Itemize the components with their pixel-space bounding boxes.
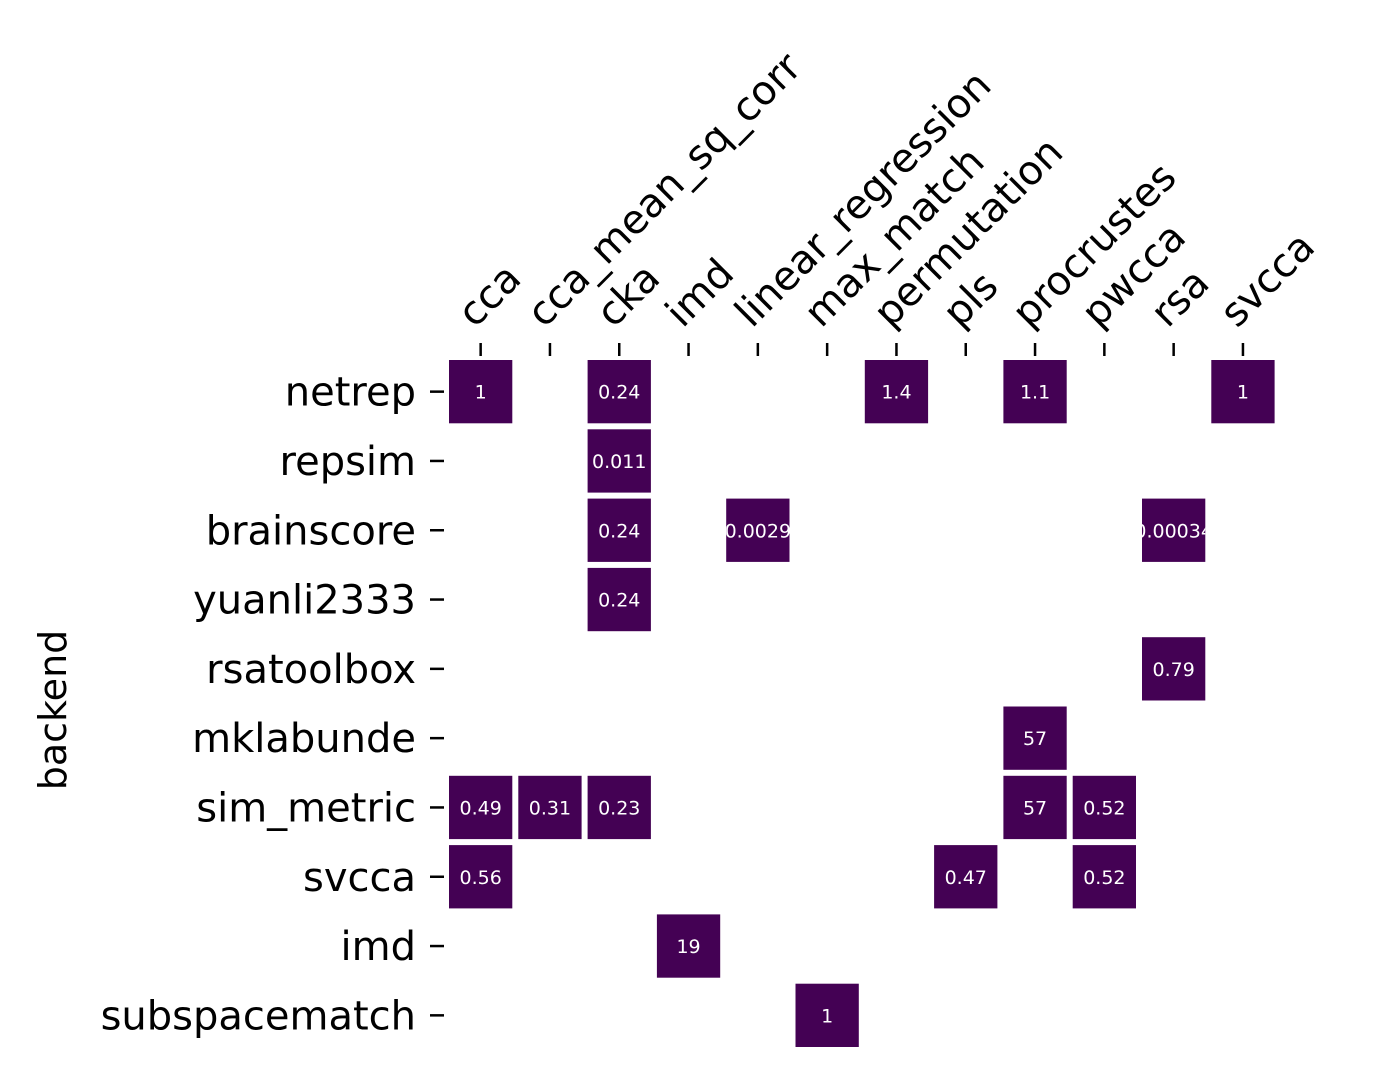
y-tick-label-netrep: netrep bbox=[285, 370, 416, 416]
heatmap-cell-value: 1 bbox=[475, 382, 487, 404]
heatmap-cell-netrep-procrustes: 1.1 bbox=[1003, 360, 1066, 423]
y-tick-label-mklabunde: mklabunde bbox=[192, 716, 416, 762]
heatmap-cell-value: 0.00034 bbox=[1134, 520, 1213, 542]
heatmap-cell-value: 0.24 bbox=[598, 520, 640, 542]
heatmap-cell-mklabunde-procrustes: 57 bbox=[1003, 707, 1066, 770]
heatmap-cell-value: 19 bbox=[676, 936, 700, 958]
heatmap-cell-imd-imd: 19 bbox=[657, 914, 720, 977]
heatmap-cell-rsatoolbox-rsa: 0.79 bbox=[1142, 637, 1205, 700]
y-tick-label-yuanli2333: yuanli2333 bbox=[193, 578, 416, 624]
y-tick-label-repsim: repsim bbox=[280, 439, 416, 485]
heatmap-cell-value: 57 bbox=[1023, 728, 1047, 750]
y-tick-label-subspacematch: subspacematch bbox=[101, 993, 416, 1039]
heatmap-cell-sim-metric-pwcca: 0.52 bbox=[1073, 776, 1136, 839]
heatmap-cell-value: 0.47 bbox=[945, 867, 987, 889]
heatmap-cell-svcca-pwcca: 0.52 bbox=[1073, 845, 1136, 908]
x-tick-label-svcca: svcca bbox=[1211, 224, 1323, 336]
heatmap-cell-value: 1.1 bbox=[1020, 382, 1050, 404]
y-tick-label-svcca: svcca bbox=[303, 855, 416, 901]
heatmap-cell-repsim-cka: 0.011 bbox=[588, 429, 651, 492]
heatmap-cell-netrep-permutation: 1.4 bbox=[865, 360, 928, 423]
heatmap-cell-value: 1 bbox=[1237, 382, 1249, 404]
y-tick-label-brainscore: brainscore bbox=[206, 508, 416, 554]
heatmap-cell-value: 1 bbox=[821, 1005, 833, 1027]
heatmap-cell-value: 0.24 bbox=[598, 590, 640, 612]
heatmap-cell-value: 0.56 bbox=[459, 867, 501, 889]
heatmap-cell-svcca-pls: 0.47 bbox=[934, 845, 997, 908]
heatmap-cell-value: 0.52 bbox=[1083, 797, 1125, 819]
heatmap-cell-sim-metric-cca-mean-sq-corr: 0.31 bbox=[518, 776, 581, 839]
heatmap-cell-value: 0.79 bbox=[1152, 659, 1194, 681]
heatmap-cell-yuanli2333-cka: 0.24 bbox=[588, 568, 651, 631]
heatmap-cell-sim-metric-procrustes: 57 bbox=[1003, 776, 1066, 839]
heatmap-cell-value: 0.31 bbox=[529, 797, 571, 819]
x-axis: ccacca_mean_sq_corrckaimdlinear_regressi… bbox=[449, 44, 1324, 356]
heatmap-cell-value: 0.23 bbox=[598, 797, 640, 819]
x-tick-label-imd: imd bbox=[657, 250, 743, 336]
heatmap-cell-value: 1.4 bbox=[881, 382, 911, 404]
cells-layer: 1 0.24 1.4 1.1 1 0.011 0.24 0.0029 0.00034 0.24 0.… bbox=[449, 360, 1275, 1047]
heatmap-cell-brainscore-rsa: 0.00034 bbox=[1134, 499, 1213, 562]
heatmap-cell-value: 0.49 bbox=[459, 797, 501, 819]
heatmap-cell-value: 0.52 bbox=[1083, 867, 1125, 889]
y-axis-title: backend bbox=[31, 630, 75, 791]
heatmap-cell-value: 0.0029 bbox=[725, 520, 791, 542]
heatmap-cell-netrep-svcca: 1 bbox=[1211, 360, 1274, 423]
heatmap-cell-subspacematch-max-match: 1 bbox=[796, 984, 859, 1047]
heatmap-cell-value: 57 bbox=[1023, 797, 1047, 819]
y-tick-label-sim-metric: sim_metric bbox=[196, 785, 416, 831]
heatmap-cell-svcca-cca: 0.56 bbox=[449, 845, 512, 908]
y-axis: netrep repsim brainscore yuanli2333 rsatoolb… bbox=[101, 370, 444, 1040]
heatmap-cell-value: 0.24 bbox=[598, 382, 640, 404]
heatmap-cell-netrep-cka: 0.24 bbox=[588, 360, 651, 423]
heatmap-cell-sim-metric-cca: 0.49 bbox=[449, 776, 512, 839]
heatmap-cell-netrep-cca: 1 bbox=[449, 360, 512, 423]
heatmap-cell-sim-metric-cka: 0.23 bbox=[588, 776, 651, 839]
y-tick-label-imd: imd bbox=[341, 924, 416, 970]
y-tick-label-rsatoolbox: rsatoolbox bbox=[206, 647, 416, 693]
heatmap-cell-brainscore-cka: 0.24 bbox=[588, 499, 651, 562]
heatmap-cell-value: 0.011 bbox=[592, 451, 646, 473]
x-tick-label-cca: cca bbox=[449, 255, 530, 336]
heatmap-cell-brainscore-linear-regression: 0.0029 bbox=[725, 499, 791, 562]
